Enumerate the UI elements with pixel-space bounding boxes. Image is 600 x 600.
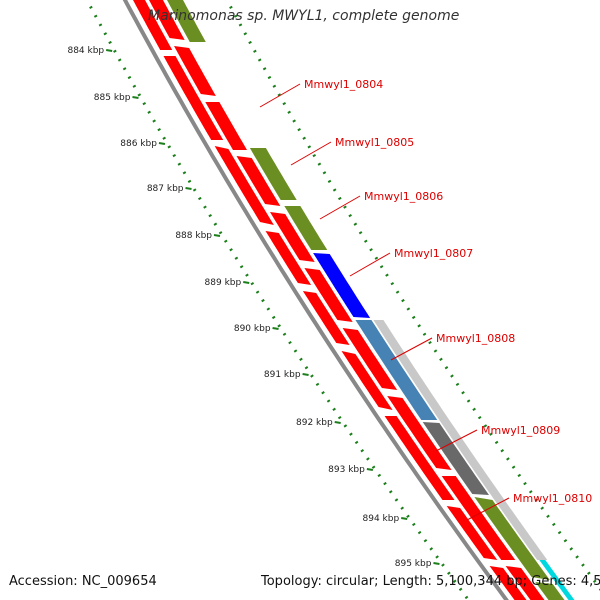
gene-block-24 xyxy=(355,320,438,420)
gene-leader-line xyxy=(349,252,391,277)
gene-block-7 xyxy=(384,416,455,500)
tick-mark xyxy=(302,373,309,376)
gene-block-16 xyxy=(342,328,398,390)
tick-mark xyxy=(366,468,374,471)
map-title: Marinomonas sp. MWYL1, complete genome xyxy=(148,8,460,24)
gene-label: Mmwyl1_0804 xyxy=(304,78,383,91)
tick-label: 890 kbp xyxy=(234,324,271,334)
gene-leader-line xyxy=(319,195,361,220)
gene-block-1 xyxy=(133,0,173,50)
gene-label: Mmwyl1_0807 xyxy=(394,247,473,260)
gene-block-5 xyxy=(302,291,350,345)
tick-mark xyxy=(132,96,139,99)
tick-label: 893 kbp xyxy=(328,465,365,475)
gene-label: Mmwyl1_0809 xyxy=(481,424,560,437)
tick-label: 889 kbp xyxy=(205,278,242,288)
tick-label: 886 kbp xyxy=(120,139,157,149)
gene-block-29 xyxy=(539,560,575,600)
tick-mark xyxy=(158,142,166,145)
backbone-line xyxy=(122,0,509,600)
gene-block-26 xyxy=(474,497,550,580)
gene-leader-line xyxy=(466,497,510,521)
tick-mark xyxy=(433,562,440,565)
tick-mark xyxy=(272,327,279,330)
gene-block-2 xyxy=(163,56,224,140)
gene-block-19 xyxy=(505,566,545,600)
gene-block-21 xyxy=(249,148,297,200)
tick-track-dots xyxy=(85,0,471,600)
gene-leader-line xyxy=(390,337,433,361)
genome-summary: Topology: circular; Length: 5,100,344 bp… xyxy=(261,574,600,589)
gene-block-3 xyxy=(214,146,274,225)
gene-block-17 xyxy=(387,396,452,470)
gene-block-25 xyxy=(422,422,489,495)
tick-label: 887 kbp xyxy=(147,184,184,194)
tick-mark xyxy=(185,187,192,190)
gene-label: Mmwyl1_0810 xyxy=(513,492,592,505)
gene-block-11 xyxy=(174,46,216,96)
gene-block-20 xyxy=(167,0,206,42)
gene-block-12 xyxy=(205,102,247,150)
gene-block-4 xyxy=(265,231,312,285)
gene-leader-line xyxy=(290,141,332,166)
tick-label: 888 kbp xyxy=(175,231,212,241)
tick-label: 885 kbp xyxy=(94,93,131,103)
tick-mark xyxy=(334,421,341,424)
gene-block-18 xyxy=(441,476,516,560)
gene-leader-line xyxy=(435,429,478,452)
gene-block-10 xyxy=(149,0,185,40)
gene-label: Mmwyl1_0808 xyxy=(436,332,515,345)
tick-mark xyxy=(243,281,250,284)
gene-block-22 xyxy=(284,206,328,250)
gene-block-14 xyxy=(270,212,315,262)
gene-block-9 xyxy=(489,566,527,600)
gene-block-13 xyxy=(236,156,281,206)
gene-block-23 xyxy=(313,253,371,318)
tick-mark xyxy=(106,49,113,52)
outer-track-dots xyxy=(225,0,600,591)
gene-block-28 xyxy=(373,320,548,560)
gene-block-6 xyxy=(341,351,393,410)
gene-block-8 xyxy=(446,506,498,560)
tick-label: 894 kbp xyxy=(363,514,400,524)
tick-label: 892 kbp xyxy=(296,418,333,428)
gene-block-15 xyxy=(304,268,353,322)
tick-mark xyxy=(213,234,221,237)
tick-track-guide xyxy=(70,0,477,600)
tick-label: 891 kbp xyxy=(264,370,301,380)
tick-label: 895 kbp xyxy=(395,559,432,569)
gene-label: Mmwyl1_0806 xyxy=(364,190,443,203)
accession-text: Accession: NC_009654 xyxy=(9,574,157,589)
tick-mark xyxy=(401,517,408,520)
gene-block-27 xyxy=(535,582,565,600)
gene-leader-line xyxy=(259,83,301,108)
gene-label: Mmwyl1_0805 xyxy=(335,136,414,149)
tick-label: 884 kbp xyxy=(67,46,104,56)
